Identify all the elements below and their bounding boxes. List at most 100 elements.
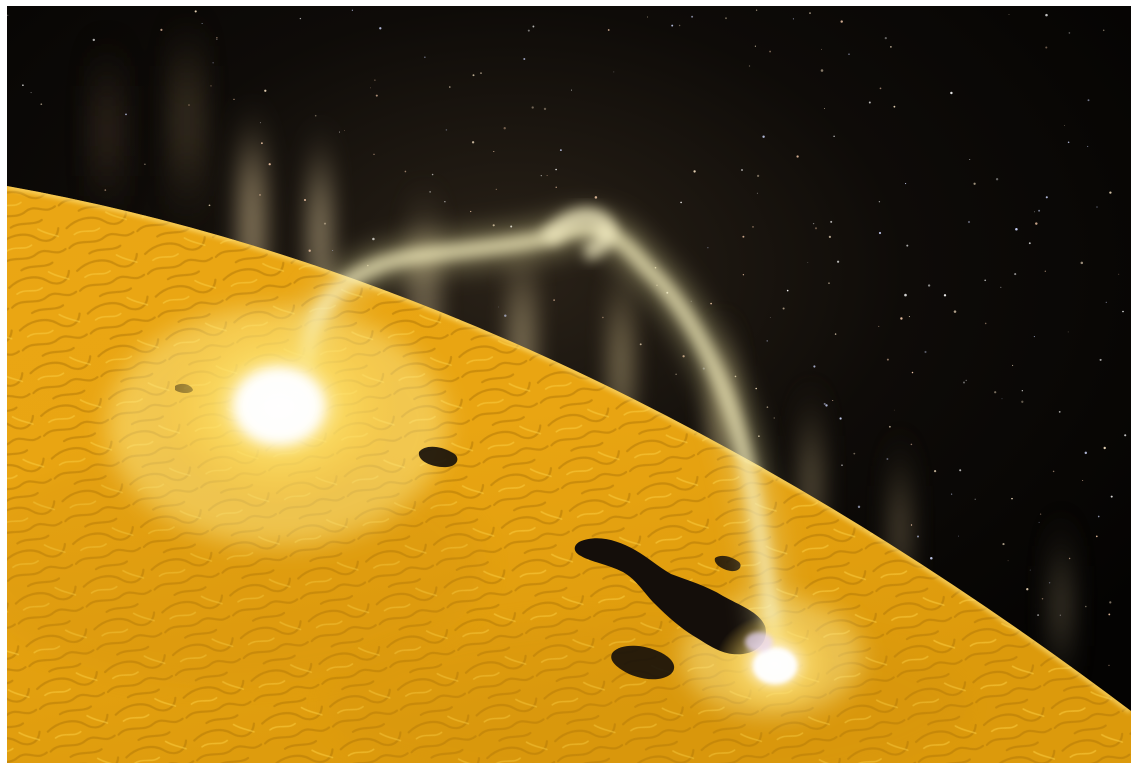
star [216, 38, 218, 40]
star [30, 92, 32, 94]
star [1109, 601, 1112, 604]
star [260, 142, 263, 145]
star [924, 350, 927, 354]
star [639, 343, 642, 346]
star [22, 84, 24, 87]
star [160, 28, 163, 31]
star [879, 87, 882, 90]
star [1048, 582, 1051, 584]
star [1059, 614, 1061, 616]
star [1103, 446, 1106, 450]
star [886, 458, 889, 460]
star [927, 284, 931, 287]
star [1033, 336, 1035, 338]
star [445, 129, 448, 131]
star [742, 274, 745, 276]
star [1045, 13, 1048, 17]
star [492, 224, 495, 227]
star [893, 409, 895, 411]
star [824, 107, 825, 109]
sunspot-group-large [574, 538, 766, 655]
star [965, 379, 967, 382]
star [424, 56, 426, 58]
star [1012, 364, 1014, 366]
star [404, 170, 407, 173]
star [1124, 434, 1127, 437]
star [825, 404, 828, 407]
sunspot-small-upper [418, 446, 458, 468]
star [911, 371, 914, 374]
star [741, 169, 743, 171]
star [429, 191, 431, 193]
star [338, 131, 341, 133]
star [480, 72, 482, 74]
star [299, 17, 302, 20]
star [1063, 124, 1065, 126]
star [470, 210, 472, 213]
star [908, 316, 910, 318]
star [379, 27, 382, 30]
star [1038, 209, 1041, 212]
star [493, 150, 495, 153]
star [766, 340, 768, 342]
star [444, 201, 446, 203]
star [886, 358, 889, 361]
star [853, 452, 856, 455]
star [766, 406, 769, 408]
star [1097, 515, 1100, 518]
star [540, 174, 542, 177]
prominence-loop [288, 207, 794, 649]
star [1045, 46, 1048, 49]
star [857, 505, 861, 509]
star [472, 74, 475, 77]
star [1028, 242, 1031, 245]
star [958, 535, 959, 537]
star [834, 333, 837, 335]
star [208, 204, 211, 207]
star [1108, 664, 1110, 667]
star [893, 105, 896, 108]
star [782, 307, 785, 310]
star [1041, 598, 1044, 600]
star [125, 113, 127, 116]
star [830, 220, 833, 223]
star [755, 9, 758, 11]
star [323, 222, 327, 225]
star [742, 235, 745, 238]
star [841, 464, 843, 467]
star [755, 387, 758, 390]
star [1021, 390, 1023, 392]
star [555, 186, 557, 188]
star [543, 107, 547, 111]
star [1108, 613, 1111, 616]
star [905, 183, 907, 185]
star [498, 306, 499, 308]
star [1014, 273, 1017, 276]
star [836, 260, 840, 263]
star [553, 299, 555, 301]
star [527, 29, 530, 32]
star [943, 294, 947, 297]
star [878, 231, 882, 235]
star [995, 178, 999, 181]
star [1037, 614, 1040, 617]
star [555, 168, 557, 171]
star [602, 316, 604, 319]
star [144, 163, 146, 165]
star [351, 9, 354, 11]
star [1118, 273, 1120, 275]
star [773, 417, 775, 419]
star [809, 12, 811, 14]
star [1068, 557, 1071, 560]
sunspot-tiny-right [714, 555, 741, 572]
star [820, 69, 824, 72]
star [7, 14, 9, 16]
star [201, 23, 203, 25]
star [969, 158, 971, 161]
star [1067, 141, 1070, 144]
star [973, 182, 976, 185]
star [671, 24, 674, 27]
star [594, 196, 598, 199]
star [678, 24, 681, 27]
star [373, 153, 375, 155]
